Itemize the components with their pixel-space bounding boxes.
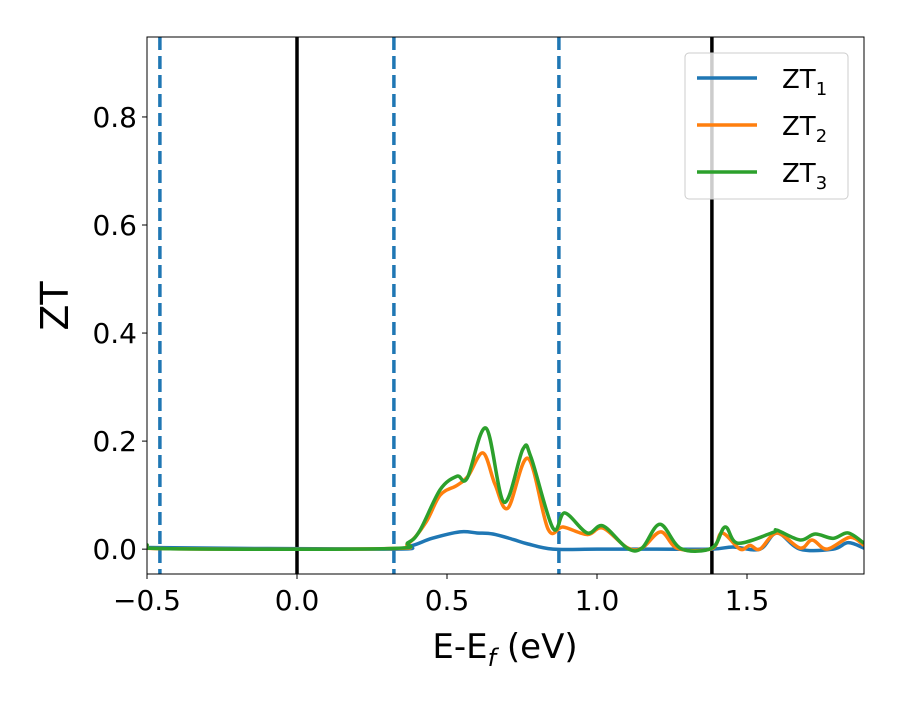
x-axis-label: E-Ef (eV) — [432, 627, 577, 672]
plot-area: −0.5 0.0 0.5 1.0 1.5 0.0 0.2 0.4 0.6 0.8 ZT1 ZT2 ZT3 — [92, 36, 865, 617]
legend: ZT1 ZT2 ZT3 — [684, 52, 849, 200]
legend-label-zt3: ZT3 — [782, 159, 827, 194]
y-tick-label: 0.8 — [92, 101, 137, 134]
x-tick-label: 0.5 — [425, 584, 470, 617]
legend-label-zt1: ZT1 — [782, 65, 827, 100]
y-tick-label: 0.0 — [92, 533, 137, 566]
y-tick-label: 0.4 — [92, 317, 137, 350]
axes-frame — [146, 36, 865, 575]
y-tick-label: 0.2 — [92, 425, 137, 458]
y-axis-label: ZT — [33, 281, 77, 331]
y-tick-label: 0.6 — [92, 209, 137, 242]
x-tick-label: 1.5 — [725, 584, 770, 617]
legend-label-zt2: ZT2 — [782, 112, 827, 147]
x-tick-label: 1.0 — [575, 584, 620, 617]
x-tick-label: 0.0 — [275, 584, 320, 617]
legend-box — [684, 52, 849, 200]
series-line-zt3 — [147, 426, 864, 553]
x-tick-label: −0.5 — [113, 584, 181, 617]
